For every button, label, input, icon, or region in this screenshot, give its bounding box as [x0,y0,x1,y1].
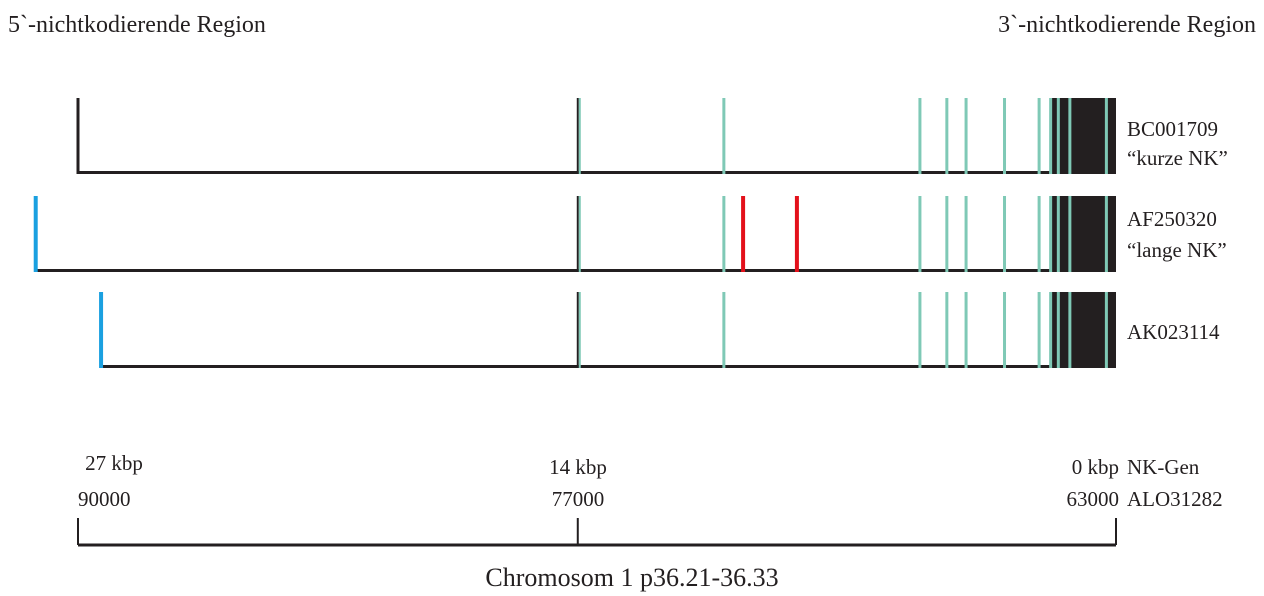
coord-label-90000: 90000 [78,487,131,511]
transcript-labels: BC001709 “kurze NK” AF250320 “lange NK” … [1127,117,1228,344]
transcript-label-ak023114: AK023114 [1127,320,1220,344]
coord-label-63000: 63000 [1067,487,1120,511]
three-prime-region-label: 3`-nichtkodierende Region [998,12,1256,38]
scale-axis: 27 kbp 14 kbp 0 kbp NK-Gen 90000 77000 6… [77,451,1223,592]
transcript-row-ak023114 [99,292,1116,368]
tick-label-27kbp: 27 kbp [85,451,143,475]
transcript-row-af250320 [33,196,1116,272]
transcript-rows [33,98,1116,368]
transcript-label-af250320: AF250320 [1127,207,1217,231]
nk-gen-label: NK-Gen [1127,455,1200,479]
tick-label-14kbp: 14 kbp [549,455,607,479]
transcript-sublabel-bc001709: “kurze NK” [1127,146,1228,170]
transcript-sublabel-af250320: “lange NK” [1127,238,1227,262]
five-prime-region-label: 5`-nichtkodierende Region [8,12,266,38]
scale-bar [77,518,1117,547]
transcript-label-bc001709: BC001709 [1127,117,1218,141]
coord-label-77000: 77000 [552,487,605,511]
clone-label: ALO31282 [1127,487,1223,511]
chromosome-caption: Chromosom 1 p36.21-36.33 [485,563,778,592]
tick-label-0kbp: 0 kbp [1072,455,1119,479]
transcript-row-bc001709 [76,98,1116,174]
